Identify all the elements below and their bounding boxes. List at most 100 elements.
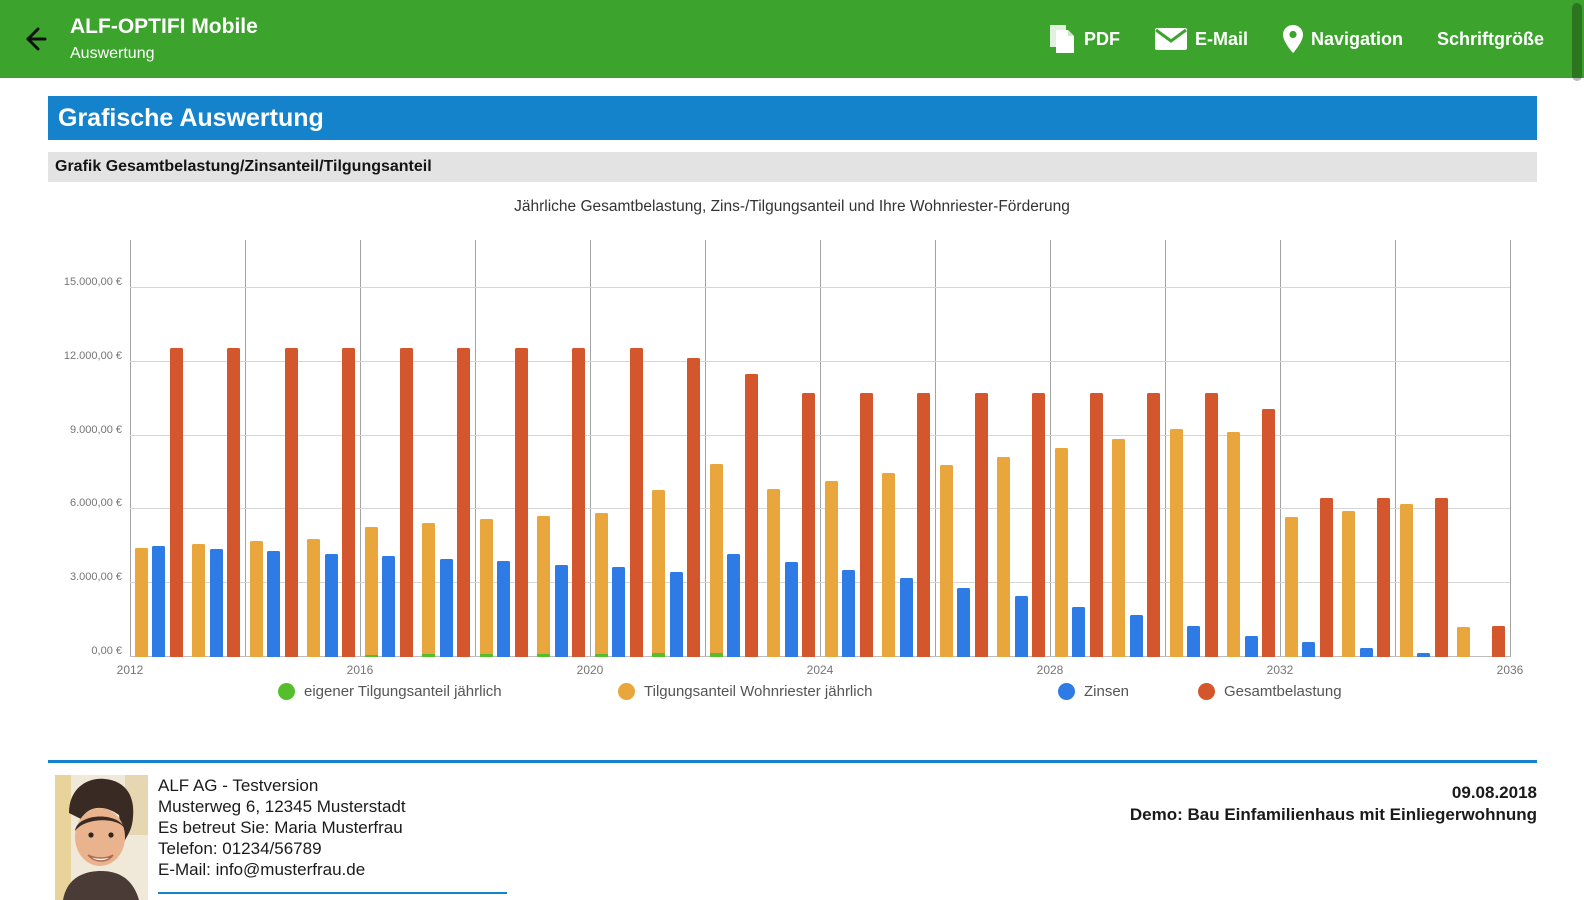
bar-gesamtbelastung-2023[interactable] xyxy=(802,392,816,657)
bar-zinsen-2025[interactable] xyxy=(899,578,913,657)
bar-tilgungsanteil-wohnriester-2031[interactable] xyxy=(1227,431,1241,657)
bar-zinsen-2026[interactable] xyxy=(957,588,971,657)
vertical-gridline xyxy=(590,240,591,657)
bar-zinsen-2017[interactable] xyxy=(439,558,453,657)
bar-tilgungsanteil-wohnriester-2021[interactable] xyxy=(652,489,666,654)
bar-gesamtbelastung-2015[interactable] xyxy=(342,348,356,657)
bar-gesamtbelastung-2034[interactable] xyxy=(1434,498,1448,657)
bar-gesamtbelastung-2025[interactable] xyxy=(917,392,931,657)
app-subtitle: Auswertung xyxy=(70,44,155,62)
bar-zinsen-2033[interactable] xyxy=(1359,648,1373,657)
bar-gesamtbelastung-2020[interactable] xyxy=(629,348,643,657)
advisor-email[interactable]: E-Mail: info@musterfrau.de xyxy=(158,860,366,879)
bar-gesamtbelastung-2019[interactable] xyxy=(572,348,586,657)
bar-zinsen-2020[interactable] xyxy=(612,567,626,657)
legend-label: Zinsen xyxy=(1084,683,1130,700)
bar-gesamtbelastung-2024[interactable] xyxy=(859,392,873,657)
bar-zinsen-2032[interactable] xyxy=(1302,642,1316,657)
bar-gesamtbelastung-2027[interactable] xyxy=(1032,392,1046,657)
bar-eigener-tilgungsanteil-2021[interactable] xyxy=(652,653,666,657)
bar-tilgungsanteil-wohnriester-2035[interactable] xyxy=(1457,627,1471,657)
app-bar-actions: PDF E-Mail Navigation Schriftgröße xyxy=(1047,23,1584,55)
bar-zinsen-2034[interactable] xyxy=(1417,653,1431,657)
pdf-button[interactable]: PDF xyxy=(1047,23,1120,55)
chart-title: Jährliche Gesamtbelastung, Zins-/Tilgung… xyxy=(514,198,1070,215)
bar-gesamtbelastung-2012[interactable] xyxy=(169,348,183,657)
bar-gesamtbelastung-2030[interactable] xyxy=(1204,392,1218,657)
bar-gesamtbelastung-2032[interactable] xyxy=(1319,498,1333,657)
bar-tilgungsanteil-wohnriester-2024[interactable] xyxy=(824,481,838,657)
app-bar: ALF-OPTIFI Mobile Auswertung PDF E-Mail xyxy=(0,0,1584,81)
document-demo-title: Demo: Bau Einfamilienhaus mit Einliegerw… xyxy=(1129,805,1537,824)
bar-tilgungsanteil-wohnriester-2032[interactable] xyxy=(1284,516,1298,657)
bar-zinsen-2030[interactable] xyxy=(1187,626,1201,657)
bar-zinsen-2024[interactable] xyxy=(842,569,856,657)
bar-tilgungsanteil-wohnriester-2029[interactable] xyxy=(1112,439,1126,657)
bar-zinsen-2013[interactable] xyxy=(209,548,223,657)
bar-tilgungsanteil-wohnriester-2015[interactable] xyxy=(307,538,321,657)
bar-gesamtbelastung-2013[interactable] xyxy=(227,348,241,657)
bar-tilgungsanteil-wohnriester-2022[interactable] xyxy=(709,463,723,654)
bar-gesamtbelastung-2018[interactable] xyxy=(514,348,528,657)
bar-zinsen-2014[interactable] xyxy=(267,551,281,657)
bar-gesamtbelastung-2016[interactable] xyxy=(399,348,413,657)
bar-zinsen-2012[interactable] xyxy=(152,546,166,657)
bar-eigener-tilgungsanteil-2022[interactable] xyxy=(709,653,723,657)
bar-zinsen-2018[interactable] xyxy=(497,561,511,657)
vertical-gridline xyxy=(1165,240,1166,657)
scrollbar-thumb[interactable] xyxy=(1572,3,1582,81)
bar-tilgungsanteil-wohnriester-2025[interactable] xyxy=(882,472,896,657)
bar-gesamtbelastung-2029[interactable] xyxy=(1147,392,1161,657)
bar-gesamtbelastung-2035[interactable] xyxy=(1492,626,1506,657)
bar-tilgungsanteil-wohnriester-2026[interactable] xyxy=(939,465,953,657)
bar-eigener-tilgungsanteil-2018[interactable] xyxy=(479,654,493,657)
bar-eigener-tilgungsanteil-2017[interactable] xyxy=(422,654,436,657)
bar-tilgungsanteil-wohnriester-2023[interactable] xyxy=(767,488,781,657)
bar-tilgungsanteil-wohnriester-2016[interactable] xyxy=(364,526,378,655)
bar-zinsen-2019[interactable] xyxy=(554,564,568,657)
bar-tilgungsanteil-wohnriester-2033[interactable] xyxy=(1342,510,1356,657)
bar-gesamtbelastung-2017[interactable] xyxy=(457,348,471,657)
advisor-phone: Telefon: 01234/56789 xyxy=(158,839,322,858)
bar-tilgungsanteil-wohnriester-2020[interactable] xyxy=(594,513,608,654)
bar-zinsen-2028[interactable] xyxy=(1072,606,1086,657)
bar-tilgungsanteil-wohnriester-2030[interactable] xyxy=(1169,429,1183,657)
bar-zinsen-2027[interactable] xyxy=(1014,595,1028,657)
bar-zinsen-2022[interactable] xyxy=(727,553,741,657)
navigation-button[interactable]: Navigation xyxy=(1282,24,1403,54)
bar-tilgungsanteil-wohnriester-2028[interactable] xyxy=(1054,447,1068,657)
email-button[interactable]: E-Mail xyxy=(1154,27,1248,51)
bar-zinsen-2021[interactable] xyxy=(669,572,683,657)
bar-zinsen-2015[interactable] xyxy=(324,553,338,657)
bar-gesamtbelastung-2021[interactable] xyxy=(687,358,701,657)
bar-tilgungsanteil-wohnriester-2012[interactable] xyxy=(134,547,148,657)
bar-tilgungsanteil-wohnriester-2014[interactable] xyxy=(249,541,263,657)
bar-zinsen-2029[interactable] xyxy=(1129,615,1143,657)
bar-gesamtbelastung-2028[interactable] xyxy=(1089,392,1103,657)
bar-eigener-tilgungsanteil-2019[interactable] xyxy=(537,653,551,657)
bar-tilgungsanteil-wohnriester-2018[interactable] xyxy=(479,518,493,655)
vertical-gridline xyxy=(1510,240,1511,657)
vertical-gridline xyxy=(1395,240,1396,657)
bar-gesamtbelastung-2031[interactable] xyxy=(1262,408,1276,657)
bar-tilgungsanteil-wohnriester-2027[interactable] xyxy=(997,456,1011,657)
bar-gesamtbelastung-2026[interactable] xyxy=(974,392,988,657)
bar-eigener-tilgungsanteil-2020[interactable] xyxy=(594,653,608,657)
bar-tilgungsanteil-wohnriester-2019[interactable] xyxy=(537,516,551,654)
bar-tilgungsanteil-wohnriester-2034[interactable] xyxy=(1399,504,1413,657)
pdf-document-icon xyxy=(1049,25,1074,53)
bar-tilgungsanteil-wohnriester-2013[interactable] xyxy=(192,543,206,657)
y-axis-tick-label: 12.000,00 € xyxy=(63,349,122,362)
bar-tilgungsanteil-wohnriester-2017[interactable] xyxy=(422,522,436,655)
bar-eigener-tilgungsanteil-2016[interactable] xyxy=(364,654,378,657)
bar-gesamtbelastung-2014[interactable] xyxy=(284,348,298,657)
back-button[interactable] xyxy=(0,0,70,78)
legend-item-gesamtbelastung: Gesamtbelastung xyxy=(1198,683,1342,700)
bar-gesamtbelastung-2033[interactable] xyxy=(1377,498,1391,657)
fontsize-button[interactable]: Schriftgröße xyxy=(1437,29,1544,50)
x-axis-tick-label: 2028 xyxy=(1036,663,1064,677)
bar-zinsen-2031[interactable] xyxy=(1244,636,1258,657)
bar-zinsen-2016[interactable] xyxy=(382,556,396,657)
bar-zinsen-2023[interactable] xyxy=(784,562,798,657)
bar-gesamtbelastung-2022[interactable] xyxy=(744,374,758,657)
